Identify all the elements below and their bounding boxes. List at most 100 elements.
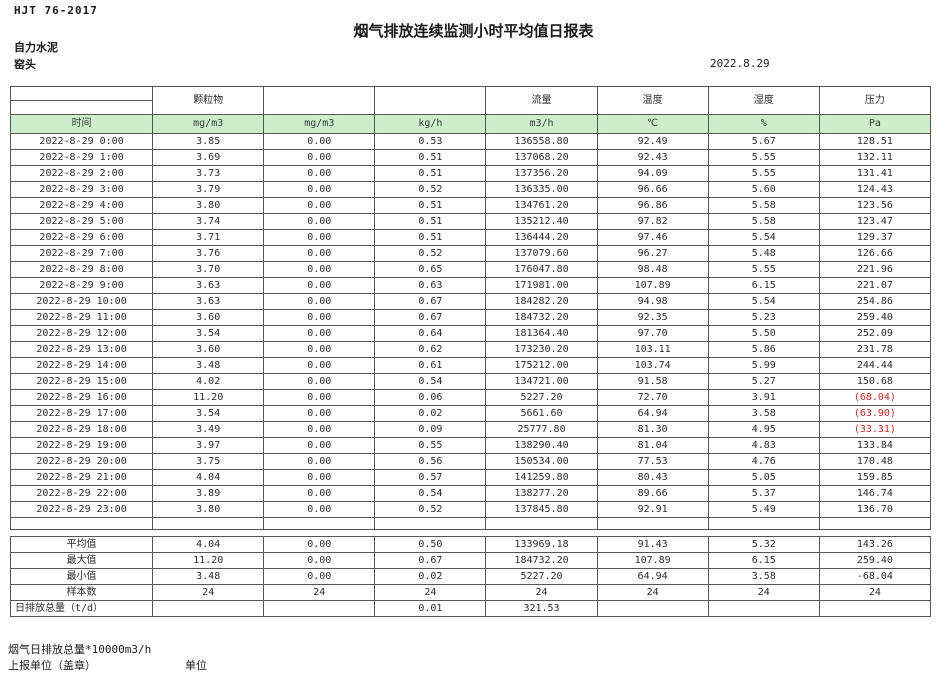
summary-value-cell [707, 600, 820, 617]
group-header-cell: 湿度 [707, 86, 820, 115]
summary-value-cell: 143.26 [818, 536, 932, 553]
data-cell: 0.52 [374, 245, 487, 262]
unit-cell: Pa [818, 114, 932, 134]
data-cell: 5.60 [707, 181, 820, 198]
data-cell: 77.53 [596, 453, 709, 470]
summary-value-cell: 259.40 [818, 552, 932, 569]
data-cell: 128.51 [818, 133, 932, 150]
time-cell: 2022-8-29 5:00 [9, 213, 154, 230]
data-cell: 107.89 [596, 277, 709, 294]
data-cell: 0.02 [374, 405, 487, 422]
data-cell: 184732.20 [485, 309, 598, 326]
summary-label-cell: 最大值 [9, 552, 154, 569]
data-cell: 0.62 [374, 341, 487, 358]
data-cell: 3.80 [152, 197, 265, 214]
summary-value-cell: 0.02 [374, 568, 487, 585]
data-cell: 129.37 [818, 229, 932, 246]
unit-cell: kg/h [374, 114, 487, 134]
data-cell: 0.00 [263, 485, 376, 502]
data-cell: 3.71 [152, 229, 265, 246]
monitoring-point-name: 窑头 [14, 58, 36, 71]
unit-cell: mg/m3 [152, 114, 265, 134]
data-cell: 259.40 [818, 309, 932, 326]
time-cell: 2022-8-29 21:00 [9, 469, 154, 486]
data-cell: 4.95 [707, 421, 820, 438]
table-row: 2022-8-29 9:00 3.63 0.00 0.63 171981.00 107.8… [9, 277, 932, 294]
data-cell: 0.00 [263, 165, 376, 182]
data-cell: 0.00 [263, 197, 376, 214]
data-cell: 3.79 [152, 181, 265, 198]
table-row: 2022-8-29 17:00 3.54 0.00 0.02 5661.60 64.94 3… [9, 405, 932, 422]
data-cell: 81.04 [596, 437, 709, 454]
data-cell: 92.91 [596, 501, 709, 518]
table-row: 2022-8-29 15:00 4.02 0.00 0.54 134721.00 91.5… [9, 373, 932, 390]
data-cell: 123.56 [818, 197, 932, 214]
data-cell: 3.58 [707, 405, 820, 422]
data-cell: 25777.80 [485, 421, 598, 438]
data-cell: 0.53 [374, 133, 487, 150]
summary-value-cell: 3.58 [707, 568, 820, 585]
data-cell: 0.00 [263, 389, 376, 406]
data-cell: 0.57 [374, 469, 487, 486]
time-cell: 2022-8-29 19:00 [9, 437, 154, 454]
data-cell: 3.80 [152, 501, 265, 518]
summary-value-cell: 24 [818, 584, 932, 601]
table-row: 2022-8-29 22:00 3.89 0.00 0.54 138277.20 89.6… [9, 485, 932, 502]
time-cell: 2022-8-29 10:00 [9, 293, 154, 310]
empty-cell [707, 517, 820, 530]
data-cell: 0.51 [374, 213, 487, 230]
summary-value-cell: 5227.20 [485, 568, 598, 585]
flow-total-note: 烟气日排放总量*10000m3/h [8, 643, 152, 656]
summary-value-cell: 133969.18 [485, 536, 598, 553]
data-cell: 5.55 [707, 165, 820, 182]
time-cell: 2022-8-29 16:00 [9, 389, 154, 406]
data-cell: 3.63 [152, 293, 265, 310]
data-cell: 136444.20 [485, 229, 598, 246]
data-cell: 97.46 [596, 229, 709, 246]
data-cell: 5.48 [707, 245, 820, 262]
data-cell: 0.51 [374, 165, 487, 182]
data-cell: 136.70 [818, 501, 932, 518]
data-cell: 5.50 [707, 325, 820, 342]
data-cell: 3.60 [152, 341, 265, 358]
data-cell: 5.58 [707, 213, 820, 230]
data-cell: 0.67 [374, 293, 487, 310]
data-cell: 5.49 [707, 501, 820, 518]
data-cell: 134721.00 [485, 373, 598, 390]
data-cell: (33.31) [818, 421, 932, 438]
data-cell: 72.70 [596, 389, 709, 406]
data-cell: 0.00 [263, 453, 376, 470]
group-header-cell [374, 86, 487, 115]
summary-label-cell: 样本数 [9, 584, 154, 601]
data-cell: 5.05 [707, 469, 820, 486]
data-cell: 171981.00 [485, 277, 598, 294]
data-cell: 64.94 [596, 405, 709, 422]
data-cell: 5.27 [707, 373, 820, 390]
data-cell: 0.00 [263, 309, 376, 326]
data-cell: 231.78 [818, 341, 932, 358]
data-cell: (68.04) [818, 389, 932, 406]
time-cell: 2022-8-29 11:00 [9, 309, 154, 326]
data-cell: 3.97 [152, 437, 265, 454]
data-cell: 3.63 [152, 277, 265, 294]
data-cell: 150534.00 [485, 453, 598, 470]
data-cell: 5.55 [707, 261, 820, 278]
data-cell: 94.98 [596, 293, 709, 310]
empty-cell [374, 517, 487, 530]
summary-row: 最大值 11.20 0.00 0.67 184732.20 107.89 6.15 259.4… [9, 552, 932, 569]
data-cell: 0.54 [374, 373, 487, 390]
time-cell: 2022-8-29 12:00 [9, 325, 154, 342]
data-cell: 131.41 [818, 165, 932, 182]
data-cell: 134761.20 [485, 197, 598, 214]
time-header-cell: 时间 [9, 114, 154, 134]
data-cell: 254.86 [818, 293, 932, 310]
data-cell: 3.76 [152, 245, 265, 262]
summary-value-cell: 24 [374, 584, 487, 601]
data-cell: 137079.60 [485, 245, 598, 262]
data-cell: 92.35 [596, 309, 709, 326]
summary-value-cell [263, 600, 376, 617]
group-header-cell [263, 86, 376, 115]
data-cell: 91.58 [596, 373, 709, 390]
data-cell: 176047.80 [485, 261, 598, 278]
data-cell: 3.85 [152, 133, 265, 150]
